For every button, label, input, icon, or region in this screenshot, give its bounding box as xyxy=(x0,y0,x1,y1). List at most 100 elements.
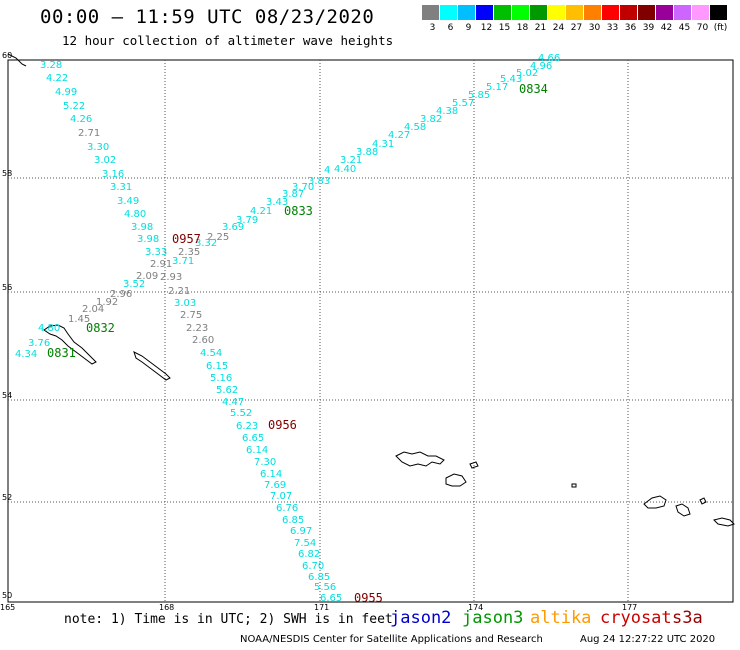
swh-value-label: 4.80 xyxy=(124,209,146,220)
colorbar-label: 3 xyxy=(429,23,436,33)
page-title: 00:00 – 11:59 UTC 08/23/2020 xyxy=(40,6,375,28)
swh-value-label: 3.31 xyxy=(110,182,132,193)
swh-value-label: 2.91 xyxy=(150,259,172,270)
swh-value-label: 6.15 xyxy=(206,361,228,372)
colorbar-label: 36 xyxy=(624,23,637,33)
swh-value-label: 3.98 xyxy=(131,222,153,233)
colorbar-label: 70 xyxy=(696,23,709,33)
swh-value-label: 2.23 xyxy=(186,323,208,334)
colorbar-label: 21 xyxy=(534,23,547,33)
colorbar-label: 18 xyxy=(516,23,529,33)
colorbar-label: 45 xyxy=(678,23,691,33)
longitude-label: 165 xyxy=(0,603,15,612)
satellite-legend-jason3: jason3 xyxy=(462,608,524,628)
colorbar-swatch xyxy=(710,5,727,20)
swh-value-label: 4.34 xyxy=(15,349,37,360)
satellite-legend-cryosat: cryosat xyxy=(600,608,672,628)
colorbar-label: 33 xyxy=(606,23,619,33)
swh-value-label: 4.22 xyxy=(46,73,68,84)
swh-value-label: 3.52 xyxy=(123,279,145,290)
kamchatka-coast xyxy=(7,53,27,67)
swh-value-label: 2.93 xyxy=(160,272,182,283)
swh-value-label: 5.17 xyxy=(486,82,508,93)
swh-value-label: 3.82 xyxy=(420,114,442,125)
colorbar-label: 12 xyxy=(480,23,493,33)
swh-value-label: 1.45 xyxy=(68,314,90,325)
pass-time-label: 0833 xyxy=(284,204,313,218)
swh-value-label: 3.69 xyxy=(222,222,244,233)
colorbar-swatch xyxy=(602,5,619,20)
pass-time-label: 0956 xyxy=(268,418,297,432)
swh-value-label: 5.52 xyxy=(230,408,252,419)
swh-value-label: 3.70 xyxy=(292,182,314,193)
swh-value-label: 4.21 xyxy=(250,206,272,217)
colorbar-swatch xyxy=(548,5,565,20)
swh-value-label: 5.85 xyxy=(468,90,490,101)
swh-value-label: 2.04 xyxy=(82,304,104,315)
swh-value-label: 2.09 xyxy=(136,271,158,282)
swh-value-label: 6.70 xyxy=(302,561,324,572)
colorbar-label: 15 xyxy=(498,23,511,33)
swh-value-label: 4.40 xyxy=(334,164,356,175)
swh-value-label: 3.98 xyxy=(137,234,159,245)
longitude-label: 168 xyxy=(159,603,174,612)
swh-value-label: 3.21 xyxy=(340,155,362,166)
swh-value-label: 5.22 xyxy=(63,101,85,112)
swh-value-label: 5.16 xyxy=(210,373,232,384)
swh-value-label: 7.07 xyxy=(270,491,292,502)
swh-value-label: 7.69 xyxy=(264,480,286,491)
latitude-label: 58 xyxy=(2,169,12,178)
swh-value-label: 5.62 xyxy=(216,385,238,396)
medny-island xyxy=(133,351,171,381)
colorbar-swatch xyxy=(530,5,547,20)
swh-value-label: 4.47 xyxy=(222,397,244,408)
swh-value-label: 6.65 xyxy=(242,433,264,444)
swh-value-label: 3.30 xyxy=(87,142,109,153)
generated-timestamp: Aug 24 12:27:22 UTC 2020 xyxy=(580,634,716,645)
map-grid: 60 58 56 54 52 50 165 168 171 174 177 xyxy=(0,51,734,612)
kiska-island xyxy=(643,495,667,509)
colorbar-label: 27 xyxy=(570,23,583,33)
islet xyxy=(675,503,691,517)
colorbar-swatch xyxy=(440,5,457,20)
swh-value-label: 6.82 xyxy=(298,549,320,560)
colorbar-swatch xyxy=(638,5,655,20)
latitude-label: 52 xyxy=(2,493,12,502)
swh-value-label: 4.38 xyxy=(436,106,458,117)
map-frame xyxy=(7,59,734,603)
colorbar-swatch xyxy=(674,5,691,20)
swh-value-label: 5.56 xyxy=(314,582,336,593)
swh-value-label: 3.33 xyxy=(145,247,167,258)
attu-island xyxy=(395,451,445,467)
coastlines xyxy=(7,53,735,527)
colorbar-label: 39 xyxy=(642,23,655,33)
swh-value-label: 2.75 xyxy=(180,310,202,321)
swh-value-label: 6.76 xyxy=(276,503,298,514)
bering-island xyxy=(43,324,97,365)
islet xyxy=(571,483,577,488)
colorbar-label: (ft) xyxy=(713,23,728,33)
swh-value-label: 2.21 xyxy=(168,286,190,297)
swh-value-label: 6.14 xyxy=(246,445,268,456)
latitude-label: 54 xyxy=(2,391,12,400)
swh-value-label: 4.27 xyxy=(388,130,410,141)
satellite-legend-jason2: jason2 xyxy=(390,608,452,628)
colorbar-swatch xyxy=(422,5,439,20)
colorbar-swatch xyxy=(494,5,511,20)
longitude-label: 177 xyxy=(622,603,637,612)
swh-value-label: 3.88 xyxy=(356,147,378,158)
swh-value-label: 2.25 xyxy=(207,232,229,243)
satellite-legend-altika: altika xyxy=(530,608,592,628)
colorbar-swatch xyxy=(656,5,673,20)
swh-value-label: 4.80 xyxy=(38,323,60,334)
latitude-label: 50 xyxy=(2,591,12,600)
colorbar-swatch xyxy=(692,5,709,20)
colorbar-swatch xyxy=(620,5,637,20)
swh-value-label: 3.79 xyxy=(236,215,258,226)
swh-value-label: 2.35 xyxy=(178,247,200,258)
islet xyxy=(699,497,707,505)
pass-time-label: 0957 xyxy=(172,232,201,246)
swh-value-label: 5.57 xyxy=(452,98,474,109)
swh-value-label: 6.97 xyxy=(290,526,312,537)
